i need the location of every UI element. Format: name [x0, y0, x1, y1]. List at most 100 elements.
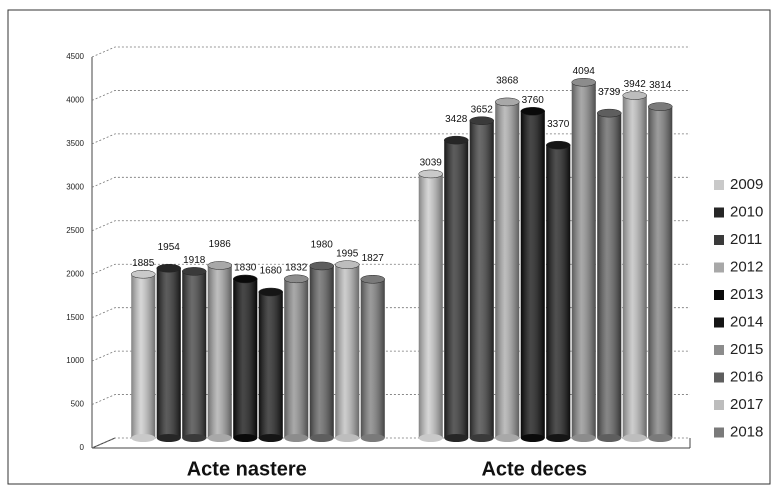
legend-label: 2011	[730, 231, 762, 248]
bar-base	[546, 434, 571, 442]
legend-label: 2015	[730, 341, 763, 358]
y-tick-label: 3500	[66, 139, 84, 148]
bar-top	[546, 140, 571, 150]
bar-top	[520, 107, 545, 116]
bar-top	[571, 78, 596, 87]
value-label: 3942	[624, 79, 647, 90]
legend-label: 2012	[730, 258, 763, 275]
value-label: 1827	[362, 253, 385, 264]
bar-shade	[131, 274, 156, 438]
bar-shade	[182, 271, 207, 438]
bar-shade	[469, 120, 494, 439]
x-tick-label: Acte nastere	[187, 458, 307, 480]
value-label: 1980	[311, 240, 334, 251]
legend-swatch	[714, 262, 724, 273]
bar-shade	[360, 279, 385, 438]
legend-label: 2009	[730, 176, 763, 193]
legend-swatch	[714, 372, 724, 383]
bar-top	[284, 274, 309, 284]
bar-shade	[648, 106, 673, 438]
value-label: 3428	[445, 114, 468, 125]
y-tick-label: 2500	[66, 226, 84, 235]
bar-shade	[258, 292, 283, 438]
bar-shade	[444, 140, 469, 438]
legend-swatch	[714, 290, 724, 300]
value-label: 3760	[522, 95, 545, 106]
value-label: 1830	[234, 263, 257, 274]
bar-top	[309, 261, 334, 271]
bar-shade	[233, 278, 258, 438]
y-tick-label: 3000	[66, 182, 84, 191]
bar-top	[597, 108, 622, 118]
y-tick-label: 4000	[66, 96, 84, 105]
bar-base	[335, 434, 360, 442]
value-label: 1995	[336, 248, 359, 259]
bar-base	[207, 434, 232, 442]
bar-base	[156, 434, 181, 442]
bar-top	[360, 275, 385, 284]
legend-swatch	[714, 207, 724, 218]
bar-base	[444, 434, 469, 442]
value-label: 1885	[132, 258, 155, 269]
value-label: 4094	[573, 66, 596, 77]
legend-swatch	[714, 235, 724, 245]
legend-label: 2014	[730, 313, 763, 330]
value-label: 3868	[496, 76, 519, 87]
bar-top	[335, 260, 360, 269]
y-tick-label: 2000	[66, 269, 84, 278]
bar-shade	[284, 278, 309, 438]
legend-label: 2010	[730, 203, 763, 220]
bar-top	[182, 267, 207, 276]
bar-base	[418, 434, 443, 442]
bar-shade	[622, 95, 647, 438]
bar-shade	[418, 173, 443, 438]
bar-base	[571, 434, 596, 442]
bar-base	[360, 434, 385, 442]
y-tick-label: 0	[80, 443, 85, 452]
y-tick-label: 1000	[66, 356, 84, 365]
legend-label: 2017	[730, 396, 763, 413]
value-label: 3039	[420, 158, 443, 169]
legend-label: 2016	[730, 368, 763, 385]
legend-label: 2018	[730, 423, 763, 440]
bar-top	[233, 274, 258, 284]
legend-swatch	[714, 345, 724, 355]
bar-top	[131, 269, 156, 279]
bar-top	[258, 287, 283, 297]
chart-frame	[7, 9, 771, 485]
value-label: 1832	[285, 262, 308, 273]
grid-line	[91, 90, 690, 101]
bar-base	[309, 434, 334, 442]
bar-top	[469, 116, 494, 125]
y-tick-label: 4500	[66, 52, 84, 61]
legend-label: 2013	[730, 286, 763, 303]
legend-swatch	[714, 400, 724, 410]
value-label: 1986	[209, 239, 232, 250]
bar-shade	[546, 145, 571, 438]
bar-shade	[520, 111, 545, 438]
value-label: 1954	[158, 242, 181, 253]
bar-top	[495, 97, 520, 107]
bar-base	[495, 434, 520, 442]
legend-swatch	[714, 317, 724, 328]
value-label: 3370	[547, 119, 570, 130]
bar-shade	[495, 101, 520, 438]
bar-top	[207, 261, 232, 270]
bar-base	[648, 434, 673, 442]
bar-top	[418, 169, 443, 179]
bar-shade	[156, 268, 181, 438]
value-label: 1680	[260, 266, 283, 277]
bar-base	[622, 434, 647, 442]
bar-base	[258, 434, 283, 442]
grid-line	[91, 46, 690, 58]
bar-base	[520, 434, 545, 442]
bar-top	[156, 263, 181, 273]
bar-base	[597, 434, 622, 442]
bar-shade	[571, 82, 596, 438]
legend-swatch	[714, 427, 724, 438]
bar-base	[469, 434, 494, 442]
bar-base	[182, 434, 207, 442]
bar-shade	[335, 264, 360, 438]
y-tick-label: 1500	[66, 313, 84, 322]
